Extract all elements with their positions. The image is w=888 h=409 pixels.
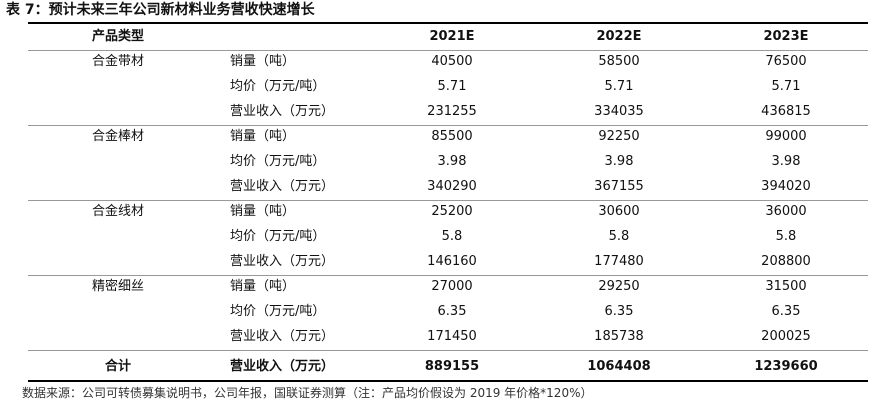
value-cell: 40500 — [431, 54, 473, 69]
value-cell: 5.71 — [604, 79, 634, 94]
row-label: 均价（万元/吨） — [230, 79, 326, 94]
total-cell: 1064408 — [587, 359, 651, 374]
rule — [28, 350, 868, 351]
row-label: 营业收入（万元） — [230, 104, 335, 119]
rule — [28, 275, 868, 276]
total-name: 合计 — [104, 359, 132, 374]
value-cell: 3.98 — [437, 154, 467, 169]
rule — [28, 125, 868, 126]
value-cell: 76500 — [765, 54, 807, 69]
value-cell: 334035 — [594, 104, 644, 119]
row-label: 销量（吨） — [230, 204, 296, 219]
value-cell: 31500 — [765, 279, 807, 294]
value-cell: 177480 — [594, 254, 644, 269]
header-cell: 2023E — [763, 29, 809, 44]
row-label: 销量（吨） — [230, 54, 296, 69]
value-cell: 25200 — [431, 204, 473, 219]
value-cell: 5.71 — [771, 79, 801, 94]
group-name: 合金线材 — [91, 204, 145, 219]
value-cell: 5.8 — [441, 229, 463, 244]
value-cell: 171450 — [427, 329, 477, 344]
value-cell: 36000 — [765, 204, 807, 219]
value-cell: 85500 — [431, 129, 473, 144]
row-label: 均价（万元/吨） — [230, 154, 326, 169]
table-title: 表 7：预计未来三年公司新材料业务营收快速增长 — [6, 2, 315, 18]
header-cell: 2022E — [596, 29, 642, 44]
row-label: 均价（万元/吨） — [230, 229, 326, 244]
value-cell: 6.35 — [604, 304, 634, 319]
group-name: 合金带材 — [91, 54, 145, 69]
value-cell: 3.98 — [604, 154, 634, 169]
total-cell: 1239660 — [754, 359, 818, 374]
value-cell: 3.98 — [771, 154, 801, 169]
value-cell: 27000 — [431, 279, 473, 294]
total-label: 营业收入（万元） — [230, 359, 335, 374]
value-cell: 231255 — [427, 104, 477, 119]
rule — [28, 22, 868, 24]
group-name: 合金棒材 — [91, 129, 145, 144]
source-note: 数据来源：公司可转债募集说明书，公司年报，国联证券测算（注：产品均价假设为 20… — [22, 386, 593, 400]
rule — [28, 200, 868, 201]
row-label: 销量（吨） — [230, 129, 296, 144]
value-cell: 146160 — [427, 254, 477, 269]
value-cell: 30600 — [598, 204, 640, 219]
value-cell: 5.71 — [437, 79, 467, 94]
value-cell: 367155 — [594, 179, 644, 194]
value-cell: 5.8 — [608, 229, 630, 244]
row-label: 营业收入（万元） — [230, 179, 335, 194]
value-cell: 6.35 — [437, 304, 467, 319]
rule — [28, 380, 868, 382]
value-cell: 6.35 — [771, 304, 801, 319]
value-cell: 340290 — [427, 179, 477, 194]
value-cell: 29250 — [598, 279, 640, 294]
value-cell: 99000 — [765, 129, 807, 144]
row-label: 销量（吨） — [230, 279, 296, 294]
value-cell: 200025 — [761, 329, 811, 344]
value-cell: 185738 — [594, 329, 644, 344]
value-cell: 92250 — [598, 129, 640, 144]
value-cell: 394020 — [761, 179, 811, 194]
row-label: 营业收入（万元） — [230, 254, 335, 269]
header-cell: 产品类型 — [91, 29, 145, 44]
row-label: 营业收入（万元） — [230, 329, 335, 344]
row-label: 均价（万元/吨） — [230, 304, 326, 319]
value-cell: 5.8 — [775, 229, 797, 244]
group-name: 精密细丝 — [91, 279, 145, 294]
value-cell: 208800 — [761, 254, 811, 269]
value-cell: 58500 — [598, 54, 640, 69]
total-cell: 889155 — [424, 359, 480, 374]
header-cell: 2021E — [429, 29, 475, 44]
value-cell: 436815 — [761, 104, 811, 119]
rule — [28, 50, 868, 51]
